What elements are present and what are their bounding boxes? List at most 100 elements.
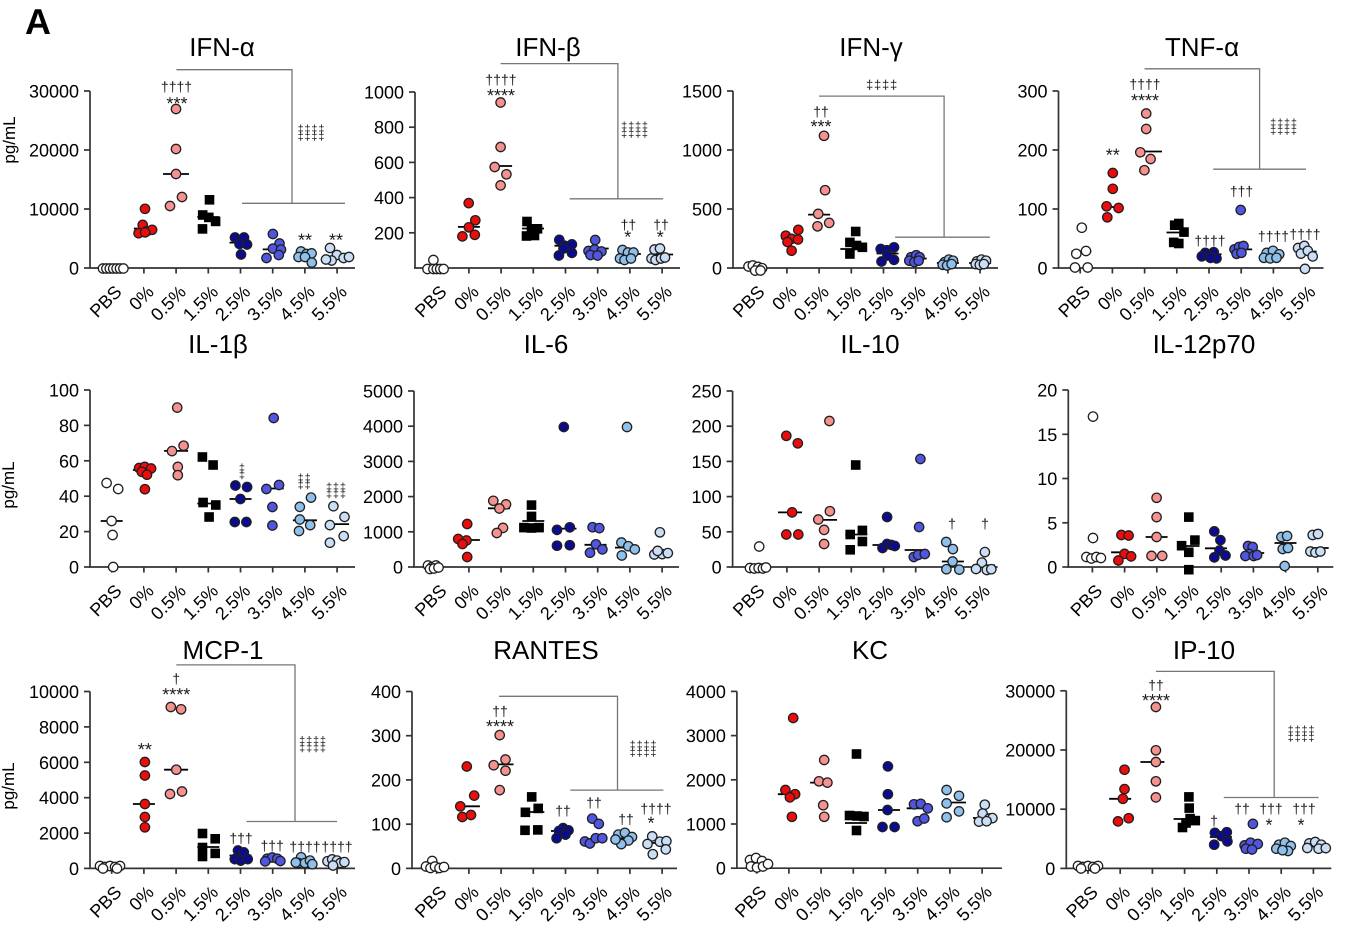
svg-text:††††: †††† <box>289 839 320 855</box>
svg-text:‡‡‡‡: ‡‡‡‡ <box>299 735 327 747</box>
svg-text:50: 50 <box>702 522 722 542</box>
svg-text:IL-10: IL-10 <box>840 329 899 359</box>
svg-text:‡‡‡‡: ‡‡‡‡ <box>298 124 326 136</box>
svg-text:IL-6: IL-6 <box>524 329 569 359</box>
svg-text:1000: 1000 <box>363 522 403 542</box>
svg-text:8000: 8000 <box>39 717 79 737</box>
svg-text:300: 300 <box>1017 82 1047 102</box>
svg-text:pg/mL: pg/mL <box>0 461 18 508</box>
svg-text:††††: †††† <box>1194 233 1225 249</box>
svg-text:††: †† <box>1234 801 1250 817</box>
svg-text:800: 800 <box>374 118 404 138</box>
svg-text:600: 600 <box>374 153 404 173</box>
svg-text:†: † <box>948 516 956 532</box>
svg-text:*: * <box>1297 815 1304 835</box>
svg-text:400: 400 <box>371 682 401 702</box>
svg-text:‡‡‡‡: ‡‡‡‡ <box>630 740 658 752</box>
svg-text:IFN-β: IFN-β <box>515 32 581 62</box>
svg-text:‡‡‡: ‡‡‡ <box>326 489 347 501</box>
svg-text:*: * <box>624 227 631 247</box>
svg-text:15: 15 <box>1037 425 1057 445</box>
svg-text:†††: ††† <box>261 838 284 854</box>
svg-text:‡‡: ‡‡ <box>298 472 312 484</box>
svg-text:3000: 3000 <box>363 452 403 472</box>
svg-text:†††: ††† <box>1230 183 1253 199</box>
svg-text:****: **** <box>486 717 514 737</box>
svg-text:5: 5 <box>1047 513 1057 533</box>
svg-text:††††: †††† <box>1129 76 1160 92</box>
svg-text:††: †† <box>586 795 602 811</box>
svg-text:5000: 5000 <box>363 382 403 402</box>
svg-text:‡: ‡ <box>239 462 246 474</box>
svg-text:‡: ‡ <box>239 470 246 482</box>
svg-text:**: ** <box>138 740 152 760</box>
svg-text:IFN-γ: IFN-γ <box>839 32 903 62</box>
svg-text:30000: 30000 <box>1005 681 1055 701</box>
svg-text:††††: †††† <box>485 72 516 88</box>
svg-text:††: †† <box>492 703 508 719</box>
svg-text:0: 0 <box>1045 859 1055 879</box>
svg-text:††††: †††† <box>161 79 192 95</box>
svg-text:†††: ††† <box>1259 801 1282 817</box>
svg-text:††: †† <box>813 104 829 120</box>
svg-text:3000: 3000 <box>686 726 726 746</box>
svg-text:0: 0 <box>716 859 726 879</box>
svg-text:*: * <box>647 813 654 833</box>
svg-text:‡‡‡‡: ‡‡‡‡ <box>1288 725 1316 737</box>
svg-text:2000: 2000 <box>686 770 726 790</box>
svg-text:†††: ††† <box>1292 801 1315 817</box>
svg-text:‡‡‡: ‡‡‡ <box>326 481 347 493</box>
svg-text:20: 20 <box>59 522 79 542</box>
svg-text:‡‡‡‡: ‡‡‡‡ <box>1288 732 1316 744</box>
svg-text:****: **** <box>1131 91 1159 111</box>
svg-text:0: 0 <box>69 558 79 578</box>
svg-text:2000: 2000 <box>39 824 79 844</box>
svg-text:‡‡‡‡: ‡‡‡‡ <box>621 121 649 133</box>
svg-text:‡‡‡‡: ‡‡‡‡ <box>866 77 898 92</box>
svg-text:0: 0 <box>391 859 401 879</box>
svg-text:pg/mL: pg/mL <box>0 116 19 163</box>
svg-text:40: 40 <box>59 487 79 507</box>
svg-text:4000: 4000 <box>363 417 403 437</box>
svg-text:6000: 6000 <box>39 753 79 773</box>
svg-text:TNF-α: TNF-α <box>1165 32 1239 62</box>
svg-text:0: 0 <box>1037 259 1047 279</box>
svg-text:A: A <box>25 1 51 42</box>
svg-text:20000: 20000 <box>29 141 79 161</box>
svg-text:400: 400 <box>374 188 404 208</box>
svg-text:100: 100 <box>371 815 401 835</box>
svg-text:200: 200 <box>692 417 722 437</box>
svg-text:††††: †††† <box>1289 226 1320 242</box>
svg-text:†: † <box>1210 813 1218 829</box>
svg-text:0: 0 <box>69 259 79 279</box>
svg-text:IL-1β: IL-1β <box>188 329 248 359</box>
svg-text:1000: 1000 <box>682 141 722 161</box>
svg-text:150: 150 <box>692 452 722 472</box>
svg-text:1000: 1000 <box>364 83 404 103</box>
svg-text:**: ** <box>1106 145 1120 165</box>
svg-text:MCP-1: MCP-1 <box>183 635 264 665</box>
svg-text:0: 0 <box>69 859 79 879</box>
svg-text:200: 200 <box>1017 141 1047 161</box>
svg-text:200: 200 <box>371 770 401 790</box>
svg-text:0: 0 <box>712 558 722 578</box>
svg-text:80: 80 <box>59 416 79 436</box>
svg-text:†: † <box>981 516 989 532</box>
svg-text:4000: 4000 <box>686 682 726 702</box>
svg-text:‡‡‡‡: ‡‡‡‡ <box>621 128 649 140</box>
svg-text:‡‡‡‡: ‡‡‡‡ <box>299 742 327 754</box>
svg-text:KC: KC <box>852 635 888 665</box>
svg-text:10000: 10000 <box>29 682 79 702</box>
svg-text:1000: 1000 <box>686 815 726 835</box>
svg-text:†: † <box>172 671 180 687</box>
svg-text:250: 250 <box>692 382 722 402</box>
svg-text:††: †† <box>555 803 571 819</box>
svg-text:****: **** <box>162 685 190 705</box>
svg-text:20000: 20000 <box>1005 741 1055 761</box>
svg-text:††: †† <box>621 217 637 233</box>
svg-text:****: **** <box>487 86 515 106</box>
svg-text:100: 100 <box>49 381 79 401</box>
svg-text:*: * <box>1265 815 1272 835</box>
svg-text:††††: †††† <box>321 839 352 855</box>
svg-text:***: *** <box>166 94 187 114</box>
